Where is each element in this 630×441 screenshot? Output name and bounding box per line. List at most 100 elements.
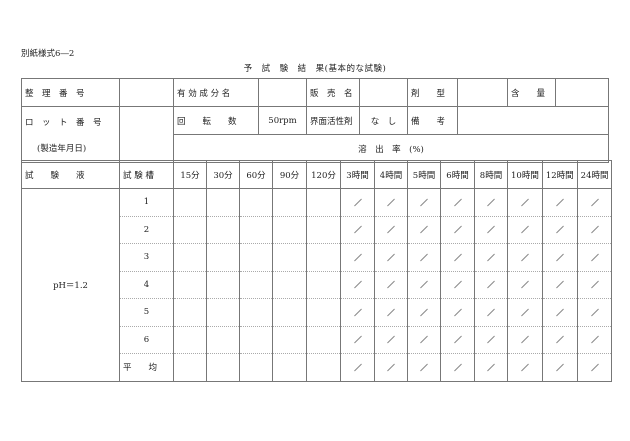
slash-mark	[555, 308, 564, 317]
slashed-cell	[474, 243, 508, 272]
slashed-cell	[407, 215, 441, 244]
slash-mark	[387, 253, 395, 262]
result-cell[interactable]	[239, 243, 273, 272]
vessel-number: 2	[119, 215, 174, 244]
active-ingredient-label: 有 効 成 分 名	[173, 78, 259, 107]
slash-mark	[555, 198, 564, 207]
result-cell[interactable]	[306, 353, 341, 382]
vessel-number: 5	[119, 298, 174, 327]
slashed-cell	[474, 353, 508, 382]
slashed-cell	[440, 298, 475, 327]
slash-mark	[521, 253, 529, 262]
vessel-header: 試 験 槽	[119, 160, 174, 189]
control-number-field[interactable]	[119, 78, 174, 107]
slashed-cell	[576, 215, 613, 244]
slashed-cell	[576, 325, 613, 354]
slashed-cell	[541, 188, 578, 217]
slash-mark	[420, 253, 428, 262]
table-row: 5	[22, 298, 613, 327]
slash-mark	[487, 253, 495, 262]
result-cell[interactable]	[306, 215, 341, 244]
result-cell[interactable]	[173, 243, 207, 272]
lot-number-field[interactable]	[119, 106, 174, 163]
result-cell[interactable]	[239, 325, 273, 354]
slashed-cell	[374, 298, 408, 327]
slashed-cell	[407, 298, 441, 327]
result-cell[interactable]	[306, 325, 341, 354]
slashed-cell	[374, 188, 408, 217]
slash-mark	[353, 280, 362, 289]
table-row: 4	[22, 270, 613, 299]
slash-mark	[521, 280, 529, 289]
result-cell[interactable]	[306, 243, 341, 272]
table-row: 2	[22, 215, 613, 244]
result-cell[interactable]	[206, 243, 240, 272]
slashed-cell	[407, 325, 441, 354]
dosage-form-field[interactable]	[457, 78, 508, 107]
result-cell[interactable]	[272, 298, 307, 327]
slashed-cell	[541, 325, 578, 354]
slashed-cell	[576, 270, 613, 299]
result-cell[interactable]	[239, 298, 273, 327]
result-cell[interactable]	[206, 298, 240, 327]
slash-mark	[555, 280, 564, 289]
result-cell[interactable]	[206, 188, 240, 217]
slashed-cell	[340, 325, 375, 354]
slash-mark	[555, 363, 564, 372]
result-cell[interactable]	[306, 188, 341, 217]
slashed-cell	[474, 298, 508, 327]
slash-mark	[453, 198, 462, 207]
active-ingredient-field[interactable]	[258, 78, 307, 107]
slashed-cell	[576, 243, 613, 272]
result-cell[interactable]	[306, 298, 341, 327]
content-field[interactable]	[555, 78, 609, 107]
result-cell[interactable]	[272, 215, 307, 244]
result-cell[interactable]	[206, 325, 240, 354]
result-cell[interactable]	[239, 270, 273, 299]
result-cell[interactable]	[206, 215, 240, 244]
result-cell[interactable]	[206, 270, 240, 299]
time-header: 10時間	[507, 160, 543, 189]
slashed-cell	[507, 188, 543, 217]
slash-mark	[590, 363, 599, 372]
slash-mark	[590, 198, 599, 207]
slash-mark	[521, 363, 529, 372]
result-cell[interactable]	[272, 270, 307, 299]
slashed-cell	[340, 243, 375, 272]
result-cell[interactable]	[272, 325, 307, 354]
result-cell[interactable]	[239, 353, 273, 382]
time-header: 6時間	[440, 160, 475, 189]
slash-mark	[487, 308, 495, 317]
slash-mark	[453, 335, 462, 344]
result-cell[interactable]	[272, 188, 307, 217]
slash-mark	[590, 335, 599, 344]
slashed-cell	[340, 188, 375, 217]
result-cell[interactable]	[306, 270, 341, 299]
result-cell[interactable]	[173, 270, 207, 299]
result-cell[interactable]	[173, 298, 207, 327]
slash-mark	[353, 363, 362, 372]
result-cell[interactable]	[173, 325, 207, 354]
result-cell[interactable]	[239, 215, 273, 244]
form-id: 別紙様式6―2	[21, 49, 75, 59]
time-header: 3時間	[340, 160, 375, 189]
slashed-cell	[407, 270, 441, 299]
slashed-cell	[474, 215, 508, 244]
time-header: 60分	[239, 160, 273, 189]
slash-mark	[353, 308, 362, 317]
time-header: 15分	[173, 160, 207, 189]
result-cell[interactable]	[272, 353, 307, 382]
result-cell[interactable]	[239, 188, 273, 217]
result-cell[interactable]	[173, 353, 207, 382]
result-cell[interactable]	[272, 243, 307, 272]
remarks-field[interactable]	[457, 106, 609, 135]
slashed-cell	[440, 188, 475, 217]
result-cell[interactable]	[206, 353, 240, 382]
result-cell[interactable]	[173, 215, 207, 244]
vessel-number: 1	[119, 188, 174, 217]
manufacture-date-text: (製造年月日)	[37, 143, 87, 154]
slash-mark	[387, 225, 395, 234]
result-cell[interactable]	[173, 188, 207, 217]
brand-name-field[interactable]	[359, 78, 408, 107]
slashed-cell	[507, 298, 543, 327]
